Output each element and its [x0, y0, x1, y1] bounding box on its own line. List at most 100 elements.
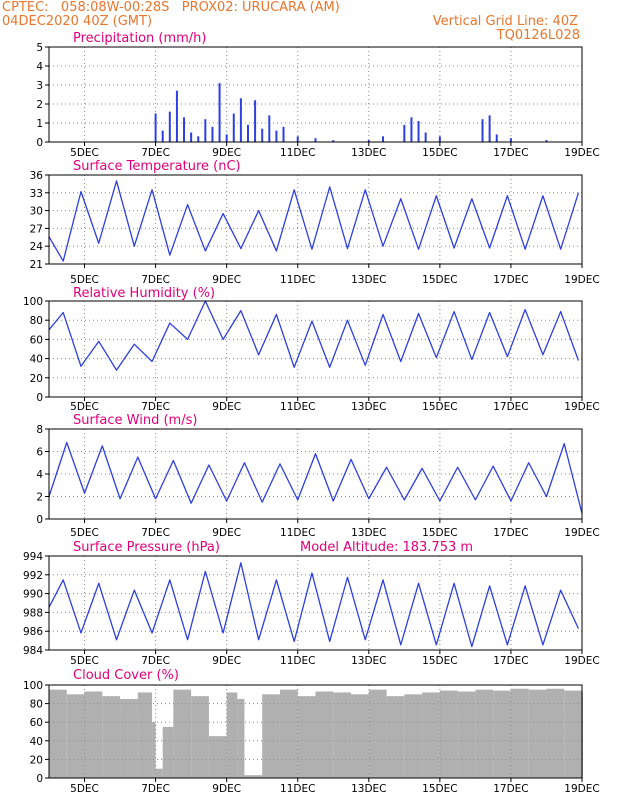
panel-4-xtick-label: 9DEC	[212, 527, 241, 539]
panel-4-title: Surface Wind (m/s)	[73, 413, 197, 428]
panel-1-xtick-label: 17DEC	[493, 147, 528, 159]
panel-3-xtick-label: 7DEC	[141, 401, 170, 413]
precip-bar	[254, 100, 257, 142]
panel-5-title: Surface Pressure (hPa)	[73, 540, 220, 555]
precip-bar	[438, 136, 441, 142]
cloud-bar	[315, 691, 334, 778]
panel-1-title: Precipitation (mm/h)	[73, 31, 206, 46]
cloud-bar	[351, 694, 369, 778]
panel-3-frame	[48, 300, 583, 398]
precip-bar	[314, 138, 317, 142]
cloud-bar	[333, 692, 352, 778]
data-layer	[48, 83, 583, 648]
panel-5-series-line	[48, 562, 580, 648]
panel-5-xtick-label: 5DEC	[70, 655, 99, 667]
cloud-bar	[208, 736, 227, 778]
panel-6-xtick-label: 7DEC	[141, 783, 170, 795]
precip-bar	[154, 113, 157, 142]
precip-bar	[225, 134, 228, 142]
panel-3-xtick-label: 15DEC	[422, 401, 457, 413]
cloud-bar	[155, 768, 163, 778]
panel-1-xtick-label: 11DEC	[280, 147, 315, 159]
precip-bar	[424, 132, 427, 142]
precip-bar	[488, 115, 491, 142]
panel-1-frame	[48, 46, 583, 143]
precip-bar	[367, 140, 370, 142]
panel-3-xtick-label: 9DEC	[212, 401, 241, 413]
cloud-bar	[162, 726, 174, 778]
grid-layer	[49, 47, 582, 778]
panel-2-xtick-label: 11DEC	[280, 274, 315, 286]
panel-2-xtick-label: 15DEC	[422, 274, 457, 286]
panel-2-title: Surface Temperature (nC)	[73, 159, 241, 174]
precip-bar	[183, 117, 186, 142]
panel-4-xtick-label: 19DEC	[564, 527, 599, 539]
panel-2-xtick-label: 13DEC	[351, 274, 386, 286]
panel-6-ytick-label: 0	[36, 773, 43, 785]
panel-4-ytick-label: 4	[36, 469, 43, 481]
panel-2-xtick-label: 17DEC	[493, 274, 528, 286]
precip-bar	[382, 136, 385, 142]
precip-bar	[275, 130, 278, 142]
precip-bar	[509, 138, 512, 142]
panel-3-series-line	[48, 300, 580, 371]
panel-2-xtick-label: 19DEC	[564, 274, 599, 286]
panel-1-xtick-label: 9DEC	[212, 147, 241, 159]
panel-5-ytick-label: 990	[23, 589, 43, 601]
precip-bar	[296, 136, 299, 142]
cloud-bar	[368, 689, 387, 778]
panel-1-xtick-label: 5DEC	[70, 147, 99, 159]
panel-6-ytick-label: 80	[30, 699, 43, 711]
panel-2-xtick-label: 5DEC	[70, 274, 99, 286]
cloud-bar	[237, 698, 245, 778]
cloud-bar	[422, 692, 440, 778]
precip-bar	[410, 117, 413, 142]
cloud-bar	[439, 690, 458, 778]
panel-4-xtick-label: 15DEC	[422, 527, 457, 539]
panel-1-xtick-label: 13DEC	[351, 147, 386, 159]
precip-bar	[495, 134, 498, 142]
cloud-bar	[457, 691, 476, 778]
cloud-bar	[244, 775, 263, 778]
panel-5-xtick-label: 15DEC	[422, 655, 457, 667]
panel-3-ytick-label: 60	[30, 334, 43, 346]
panel-5-xtick-label: 17DEC	[493, 655, 528, 667]
precip-bar	[190, 132, 193, 142]
cloud-bar	[297, 696, 316, 778]
panel-3-ytick-label: 100	[23, 296, 43, 308]
header-run-id: TQ0126L028	[496, 28, 580, 43]
panel-2-ytick-label: 24	[30, 241, 44, 253]
precip-bar	[417, 121, 420, 142]
panel-6-ytick-label: 60	[30, 717, 43, 729]
panel-6-title: Cloud Cover (%)	[73, 668, 179, 683]
precip-bar	[261, 128, 264, 142]
panel-4-frame	[48, 428, 583, 520]
precip-bar	[218, 83, 221, 142]
precip-bar	[403, 124, 406, 142]
header-date: 04DEC2020 40Z (GMT)	[2, 14, 153, 29]
panel-5-xtick-label: 11DEC	[280, 655, 315, 667]
panel-4-ytick-label: 2	[36, 492, 43, 504]
precip-bar	[246, 124, 249, 142]
precip-bar	[197, 136, 200, 142]
panel-3-xtick-label: 13DEC	[351, 401, 386, 413]
precip-bar	[545, 140, 548, 142]
panel-5-xtick-label: 7DEC	[141, 655, 170, 667]
panel-2-ytick-label: 36	[30, 170, 44, 182]
cloud-cover-layer	[49, 688, 583, 778]
panel-2-xtick-label: 9DEC	[212, 274, 241, 286]
panel-4-ytick-label: 8	[36, 424, 43, 436]
panel-5-xtick-label: 19DEC	[564, 655, 599, 667]
panel-1-ytick-label: 4	[36, 61, 43, 73]
precip-bar	[282, 126, 285, 142]
panel-5-xtick-label: 9DEC	[212, 655, 241, 667]
panel-2-ytick-label: 21	[30, 259, 43, 271]
panel-5-ytick-label: 986	[23, 626, 43, 638]
panel-3-ytick-label: 20	[30, 373, 43, 385]
cloud-bar	[84, 691, 103, 778]
panel-1-xtick-label: 15DEC	[422, 147, 457, 159]
panel-3-xtick-label: 19DEC	[564, 401, 599, 413]
panel-5-xtick-label: 13DEC	[351, 655, 386, 667]
text-layer: Precipitation (mm/h) 0 1 2 3 4 5 5DEC 7DEC 9DEC 11…	[23, 31, 600, 795]
